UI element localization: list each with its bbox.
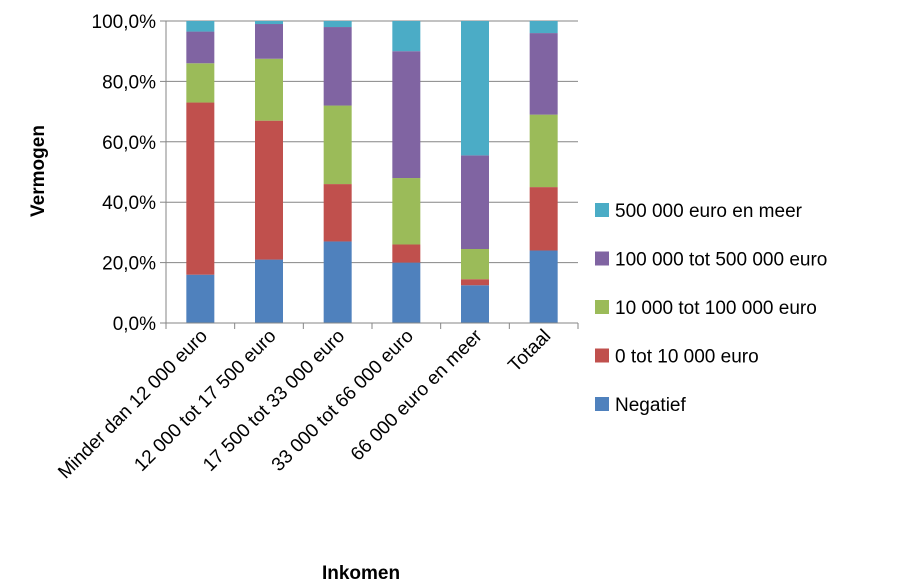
bar-segment <box>323 27 352 106</box>
bar-segment <box>529 250 558 323</box>
bar-segment <box>186 63 215 103</box>
bar-segment <box>255 120 283 260</box>
legend-label: 100 000 tot 500 000 euro <box>615 250 827 271</box>
bar-segment <box>461 279 489 286</box>
y-tick-label: 40,0% <box>102 193 156 214</box>
y-tick-label: 20,0% <box>102 254 156 275</box>
bar-segment <box>323 241 352 323</box>
bar-segment <box>529 33 558 115</box>
bar-segment <box>461 21 489 156</box>
bar-segment <box>392 262 421 323</box>
bar-segment <box>392 244 421 263</box>
x-category-label: 66 000 euro en meer <box>347 325 487 465</box>
legend-swatch <box>595 397 609 411</box>
bar-segment <box>323 184 352 242</box>
gridlines <box>160 20 578 324</box>
y-tick-label: 80,0% <box>102 72 156 93</box>
bar-segment <box>323 105 352 185</box>
bar-segment <box>186 274 215 323</box>
bar-segment <box>461 155 489 250</box>
bar-segment <box>461 285 489 323</box>
bar-segment <box>529 114 558 188</box>
y-tick-labels: 0,0% 20,0% 40,0% 60,0% 80,0% 100,0% <box>92 12 157 335</box>
bar-segment <box>255 21 283 25</box>
y-tick-label: 100,0% <box>92 12 157 33</box>
bar-segment <box>186 31 215 64</box>
bar-segment <box>255 259 283 323</box>
legend-label: Negatief <box>615 395 686 416</box>
bar-segment <box>392 21 421 52</box>
y-tick-label: 0,0% <box>113 314 156 335</box>
bar-segment <box>392 51 421 179</box>
legend-swatch <box>595 300 609 314</box>
legend-swatch <box>595 251 609 266</box>
y-tick-label: 60,0% <box>102 133 156 154</box>
legend-label: 10 000 tot 100 000 euro <box>615 298 817 319</box>
bar-segment <box>323 21 352 28</box>
legend-swatch <box>595 203 609 217</box>
y-axis-title: Vermogen <box>28 125 49 217</box>
legend: 500 000 euro en meer 100 000 tot 500 000 … <box>595 201 827 416</box>
bar-segment <box>529 21 558 34</box>
x-category-label: Totaal <box>505 326 556 377</box>
bar-segment <box>186 21 215 32</box>
bar-segment <box>255 58 283 121</box>
bar-segment <box>461 249 489 280</box>
legend-label: 0 tot 10 000 euro <box>615 347 759 368</box>
bar-segment <box>255 24 283 59</box>
axes <box>165 21 579 329</box>
legend-swatch <box>595 348 609 363</box>
legend-label: 500 000 euro en meer <box>615 201 803 222</box>
x-axis-title: Inkomen <box>322 563 400 584</box>
bars <box>186 21 558 323</box>
bar-segment <box>186 102 215 275</box>
bar-segment <box>529 187 558 251</box>
bar-segment <box>392 178 421 245</box>
